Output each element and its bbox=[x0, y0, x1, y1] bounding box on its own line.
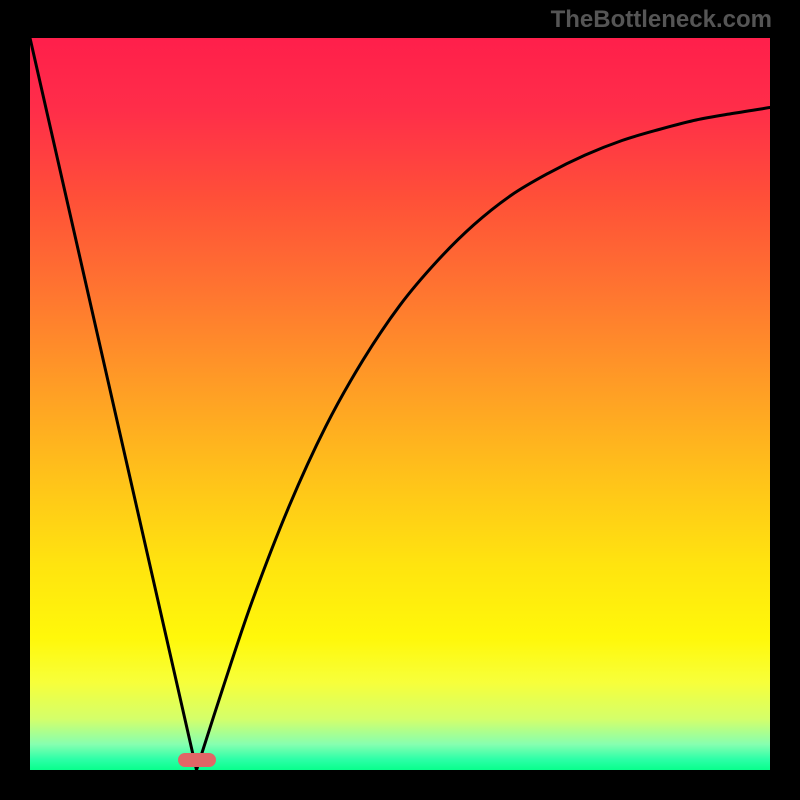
optimal-marker bbox=[178, 753, 216, 767]
watermark-text: TheBottleneck.com bbox=[551, 6, 772, 34]
chart-container: TheBottleneck.com bbox=[0, 0, 800, 800]
plot-area bbox=[30, 38, 770, 770]
bottleneck-curve bbox=[30, 38, 770, 770]
